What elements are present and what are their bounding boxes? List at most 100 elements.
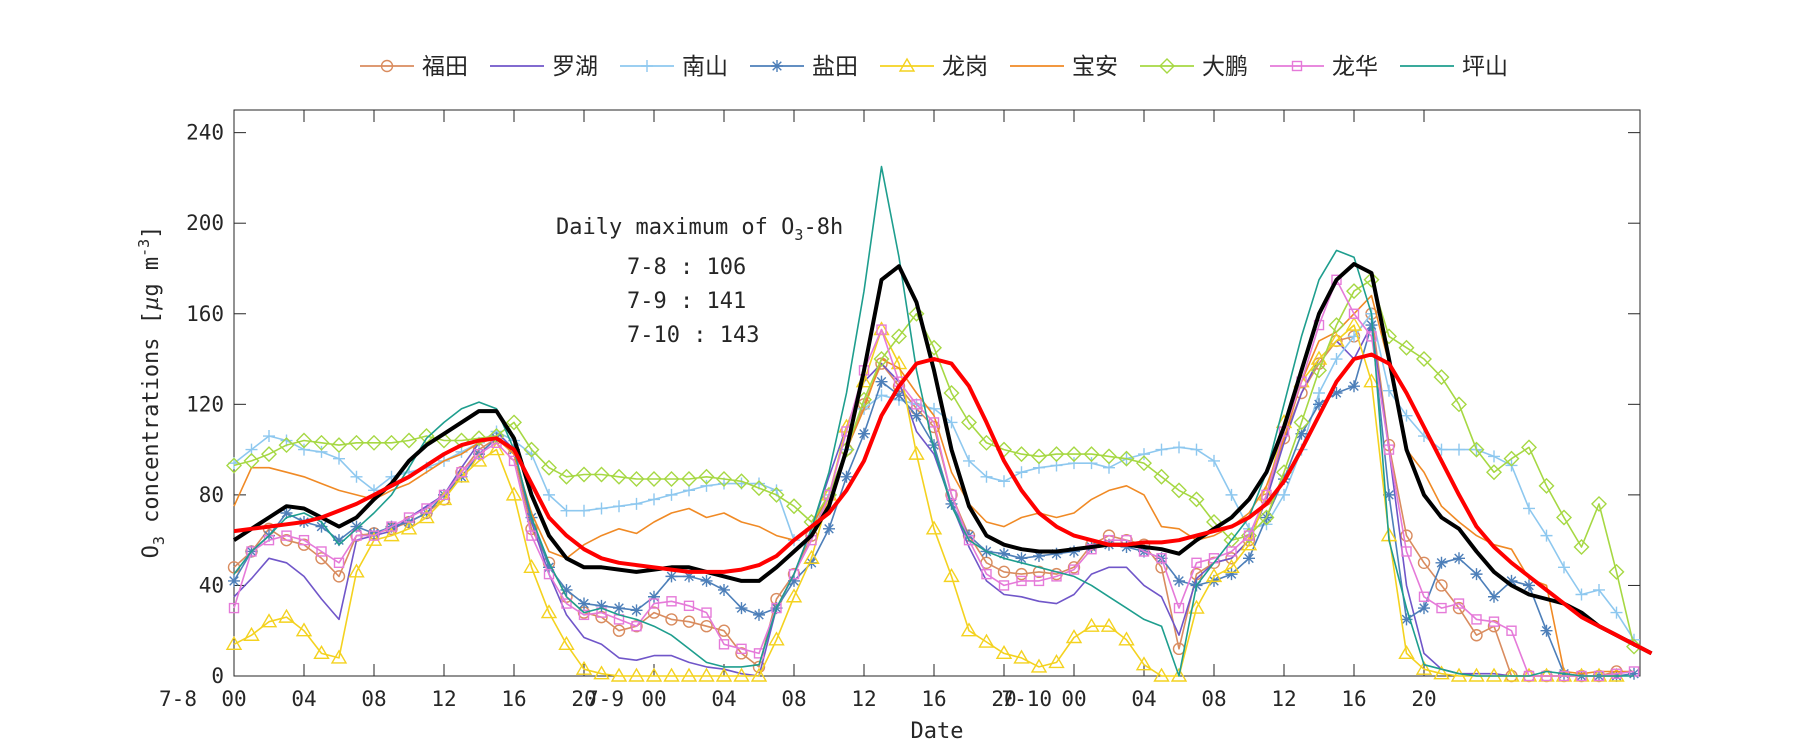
data-point <box>280 506 293 519</box>
data-point <box>1346 283 1362 300</box>
data-point <box>911 399 922 410</box>
data-point <box>1556 509 1572 526</box>
y-axis-title: O3 concentrations [µg m-3] <box>135 226 168 559</box>
y-tick-label: 200 <box>186 211 224 235</box>
legend-marker <box>380 59 394 73</box>
data-point <box>1330 353 1343 366</box>
annotation-title-sub: 3 <box>794 226 803 244</box>
data-point <box>1208 454 1220 467</box>
data-point <box>1488 590 1500 603</box>
data-point <box>1313 387 1325 399</box>
legend-label: 宝安 <box>1072 54 1118 80</box>
data-point <box>681 471 697 488</box>
legend-item: 龙岗 <box>880 54 988 80</box>
data-point <box>523 558 540 574</box>
data-point <box>1401 546 1412 557</box>
annotation-title-after: -8h <box>803 215 843 240</box>
x-tick-label: 04 <box>1131 687 1156 711</box>
data-point <box>1225 488 1238 501</box>
data-point <box>595 599 608 612</box>
data-point <box>1205 567 1223 583</box>
data-point <box>943 567 960 583</box>
data-point <box>1488 450 1500 463</box>
data-point <box>365 531 383 546</box>
data-point <box>718 639 730 650</box>
data-point <box>628 471 645 488</box>
data-point <box>1156 553 1167 564</box>
data-point <box>733 473 750 490</box>
data-point <box>611 468 627 485</box>
data-point <box>645 667 663 682</box>
data-point <box>1363 373 1380 388</box>
data-point <box>505 486 523 501</box>
data-point <box>1118 631 1135 646</box>
data-point <box>1400 529 1413 542</box>
data-point <box>1101 448 1117 465</box>
data-point <box>578 504 590 517</box>
data-point <box>401 432 417 449</box>
data-point <box>1173 602 1185 614</box>
data-point <box>246 546 257 557</box>
legend-label: 龙岗 <box>942 54 988 80</box>
data-point <box>1173 574 1185 587</box>
x-date-label: 7-8 <box>159 687 197 711</box>
data-point <box>1433 369 1450 386</box>
data-point <box>1048 446 1065 463</box>
data-point <box>1453 443 1465 456</box>
data-point <box>1138 448 1150 461</box>
legend-item: 罗湖 <box>490 54 598 80</box>
data-point <box>543 488 555 501</box>
data-point <box>1471 614 1482 625</box>
data-point <box>1398 339 1415 356</box>
data-point <box>752 660 766 674</box>
data-point <box>1032 565 1046 579</box>
data-point <box>630 497 643 510</box>
x-tick-label: 08 <box>781 687 806 711</box>
x-tick-label: 00 <box>641 687 666 711</box>
x-tick-label: 16 <box>1341 687 1366 711</box>
data-point <box>595 502 608 515</box>
data-point <box>1575 588 1588 601</box>
data-point <box>1488 616 1500 627</box>
data-point <box>243 452 260 469</box>
data-point <box>453 432 470 449</box>
data-point <box>928 417 940 428</box>
data-point <box>1451 396 1467 413</box>
data-point <box>330 649 348 664</box>
data-point <box>1348 308 1360 319</box>
data-point <box>716 471 732 488</box>
data-point <box>700 574 713 587</box>
data-point <box>333 557 345 568</box>
data-point <box>1470 568 1483 581</box>
data-point <box>698 468 715 485</box>
data-point <box>717 624 731 637</box>
series-line <box>233 352 1653 656</box>
data-point <box>333 452 345 465</box>
data-point <box>1366 331 1377 342</box>
data-point <box>647 606 661 619</box>
legend-item: 南山 <box>620 54 728 80</box>
x-tick-label: 08 <box>1201 687 1226 711</box>
data-point <box>1363 271 1380 288</box>
data-point <box>1435 556 1448 569</box>
data-point <box>1453 552 1465 565</box>
series-black-thick <box>232 262 1653 656</box>
data-point <box>666 596 677 607</box>
data-point <box>1015 466 1028 479</box>
data-point <box>875 375 888 388</box>
data-point <box>1523 502 1535 515</box>
data-point <box>1608 563 1625 580</box>
data-point <box>1345 316 1363 331</box>
data-point <box>315 520 328 533</box>
data-point <box>1067 561 1081 574</box>
data-point <box>1506 625 1517 636</box>
data-point <box>350 520 363 533</box>
data-point <box>1348 380 1360 393</box>
data-point <box>840 470 853 483</box>
data-point <box>1418 591 1430 602</box>
data-point <box>925 520 943 535</box>
legend-item: 龙华 <box>1270 54 1378 80</box>
data-point <box>1523 579 1535 592</box>
